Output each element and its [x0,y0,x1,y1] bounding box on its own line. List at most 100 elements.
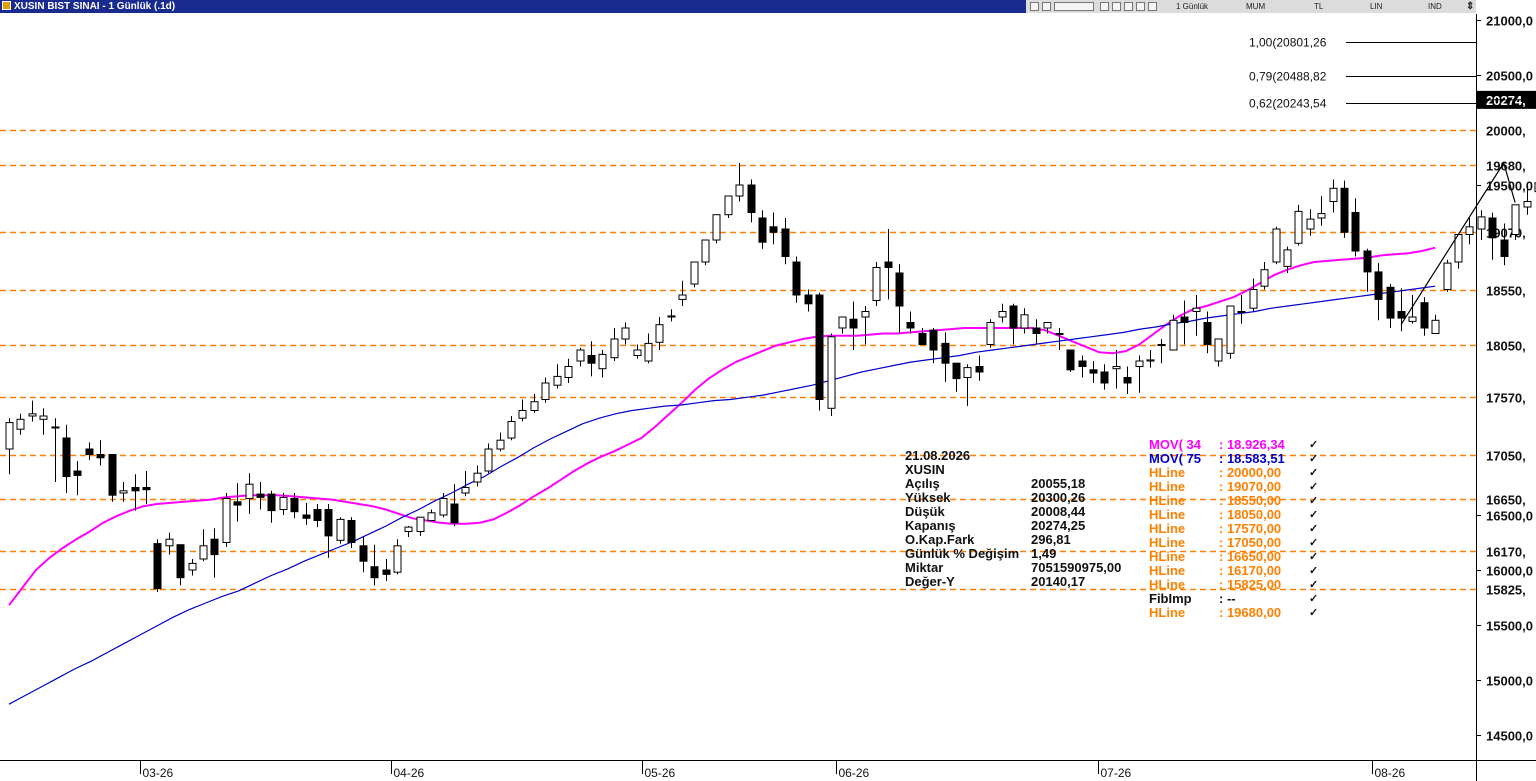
save-icon[interactable] [1042,2,1051,11]
candle-body-down [815,294,824,400]
candle-body-up [245,483,254,500]
candles-layer [5,161,1536,592]
checkmark-icon[interactable]: ✓ [1309,467,1319,479]
candle [1169,314,1178,351]
scale-selector[interactable]: LIN [1370,2,1383,11]
candle [655,317,664,350]
fib-level-label: 0,79(20488,82 [1249,70,1327,84]
period-selector[interactable]: 1 Günlük [1176,2,1209,11]
checkmark-icon[interactable]: ✓ [1309,607,1319,619]
legend-row[interactable]: HLine: 20000,00 ✓ [1149,466,1318,480]
candle [370,544,379,586]
y-tick-label: 16000,0 [1486,564,1533,579]
checkmark-icon[interactable]: ✓ [1309,593,1319,605]
candle-body-up [621,327,630,340]
legend-row[interactable]: HLine: 18050,00 ✓ [1149,507,1318,522]
legend-row[interactable]: MOV( 75: 18.583,51 ✓ [1149,452,1318,466]
checkmark-icon[interactable]: ✓ [1309,537,1319,549]
legend-row[interactable]: HLine: 16170,00 ✓ [1149,564,1318,578]
candle [62,424,71,493]
checkmark-icon[interactable]: ✓ [1309,495,1319,507]
checkmark-icon[interactable]: ✓ [1309,523,1319,535]
candle [1237,295,1246,324]
legend-value: : 18.926,34 [1219,437,1285,452]
checkmark-icon[interactable]: ✓ [1309,565,1319,577]
checkmark-icon[interactable]: ✓ [1309,579,1319,591]
hline-label-bg [1478,282,1536,299]
x-axis-layer: 03-26 04-26 05-26 06-26 07-26 08-26 [140,760,1406,780]
legend-name: HLine [1149,493,1186,508]
legend-row[interactable]: HLine: 16650,00 ✓ [1149,550,1318,564]
checkmark-icon[interactable]: ✓ [1309,481,1319,493]
candle-body-up [39,415,48,420]
legend-row[interactable]: HLine: 19680,00 ✓ [1149,606,1318,620]
legend-value: : 17570,00 [1219,521,1282,536]
copy-icon[interactable] [1112,2,1121,11]
settings-icon[interactable] [1136,2,1145,11]
legend-row[interactable]: HLine: 17050,00 ✓ [1149,536,1318,550]
candle-body-up [690,261,699,285]
checkmark-icon[interactable]: ✓ [1309,509,1319,521]
pencil-icon[interactable] [1124,2,1133,11]
candle-body-up [1272,228,1281,263]
legend-row[interactable]: MOV( 34: 18.926,34 ✓ [1149,437,1318,452]
candle [507,416,516,441]
scroll-arrow-icon[interactable]: ⇕ [1466,1,1475,12]
legend-row[interactable]: FibImp: -- ✓ [1149,592,1318,606]
candle [404,526,413,537]
legend-row[interactable]: HLine: 18550,00 ✓ [1149,493,1318,508]
candle-body-up [393,545,402,573]
candle [1511,204,1520,240]
candle-body-down [781,228,790,257]
candle [347,517,356,548]
checkmark-icon[interactable]: ✓ [1309,439,1319,451]
chart-toolbar: 1 Günlük MUM TL LIN IND ⇕ [1026,0,1476,13]
candle [1180,300,1189,345]
candle-body-down [233,501,242,506]
candle-body-up [51,426,60,429]
candle [735,163,744,202]
zoom-icon[interactable] [1030,2,1039,11]
candle [963,364,972,407]
print-icon[interactable] [1100,2,1109,11]
legend-row[interactable]: HLine: 17570,00 ✓ [1149,521,1318,536]
candle-body-down [747,184,756,213]
indicator-legend: MOV( 34: 18.926,34 ✓ MOV( 75: 18.583,51 ✓ HL… [1149,437,1318,620]
drawing-tools-icon[interactable] [1054,2,1094,11]
checkmark-icon[interactable]: ✓ [1309,453,1319,465]
legend-row[interactable]: HLine: 19070,00 ✓ [1149,480,1318,494]
candle-body-up [633,349,642,356]
chart-style-selector[interactable]: MUM [1246,2,1266,11]
candle [73,461,82,496]
candle-body-down [1100,371,1109,384]
candle [587,341,596,377]
candle-body-up [701,239,710,263]
candle [564,358,573,383]
candle-body-down [142,487,151,491]
info-label: Günlük % Değişim [905,546,1020,561]
candle-body-up [963,367,972,379]
candle [1146,350,1155,368]
candle [1431,314,1440,334]
candle-body-up [541,382,550,400]
candle [1066,349,1075,372]
currency-selector[interactable]: TL [1314,2,1324,11]
checkmark-icon[interactable]: ✓ [1309,551,1319,563]
chevron-down-icon[interactable] [1148,2,1157,11]
candle [690,261,699,288]
candle-body-up [518,410,527,419]
candle-body-down [1374,271,1383,300]
candle-body-up [1260,269,1269,287]
candle [918,328,927,345]
y-tick-label: 19500,0 [1486,179,1533,194]
hline-label-bg [1478,491,1536,508]
info-label: Kapanış [905,518,956,533]
legend-row[interactable]: HLine: 15825,00 ✓ [1149,578,1318,592]
legend-value: : 18050,00 [1219,507,1282,522]
candle [1009,303,1018,345]
mode-selector[interactable]: IND [1428,2,1442,11]
candle-body-up [1020,314,1029,329]
candle-body-up [712,214,721,241]
candle-body-up [165,538,174,547]
